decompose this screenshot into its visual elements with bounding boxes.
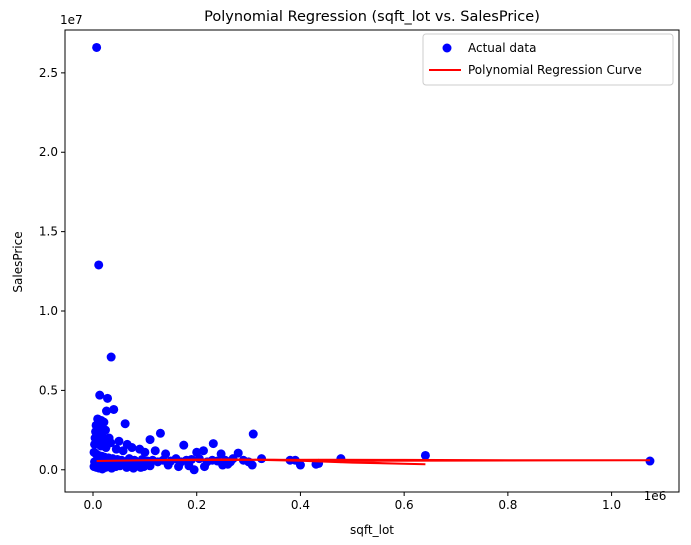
y-tick-label: 0.0 — [39, 463, 58, 477]
y-offset-text: 1e7 — [60, 13, 83, 27]
y-tick-label: 2.0 — [39, 145, 58, 159]
y-tick-label: 0.5 — [39, 383, 58, 397]
legend-label-actual-data: Actual data — [468, 41, 536, 55]
scatter-point — [145, 461, 155, 471]
scatter-point — [101, 443, 111, 453]
scatter-point — [223, 459, 233, 469]
scatter-point — [420, 450, 430, 460]
scatter-point — [257, 454, 267, 464]
scatter-point — [163, 460, 173, 470]
scatter-point — [174, 462, 184, 472]
scatter-point — [127, 443, 137, 453]
legend-marker-actual-data — [442, 43, 452, 53]
axes-frame — [64, 29, 680, 493]
scatter-point — [198, 446, 208, 456]
scatter-point — [111, 462, 121, 472]
legend-box — [422, 33, 674, 86]
scatter-point — [199, 462, 209, 472]
scatter-point — [118, 446, 128, 456]
scatter-point — [111, 444, 121, 454]
scatter-point — [248, 429, 258, 439]
chart-title: Polynomial Regression (sqft_lot vs. Sale… — [204, 9, 540, 25]
scatter-point — [216, 449, 226, 459]
scatter-point — [109, 404, 119, 414]
scatter-point — [179, 440, 189, 450]
x-axis-ticks: 0.0 0.2 0.4 0.6 0.8 1.0 — [83, 492, 621, 512]
scatter-point — [145, 435, 155, 445]
scatter-point — [140, 447, 150, 457]
scatter-point — [136, 462, 146, 472]
scatter-point — [208, 439, 218, 449]
plot-area — [89, 42, 655, 475]
scatter-point — [120, 419, 130, 429]
scatter-point — [103, 393, 113, 403]
scatter-point — [122, 462, 132, 472]
y-axis-ticks: 0.0 0.5 1.0 1.5 2.0 2.5 — [39, 66, 65, 477]
y-tick-label: 1.5 — [39, 225, 58, 239]
scatter-point — [95, 390, 105, 400]
x-tick-label: 1.0 — [602, 498, 621, 512]
scatter-point — [101, 406, 111, 416]
x-tick-label: 0.4 — [291, 498, 310, 512]
scatter-point — [189, 465, 199, 475]
regression-curve-line — [96, 458, 650, 466]
x-tick-label: 0.8 — [498, 498, 517, 512]
scatter-point — [155, 428, 165, 438]
scatter-point — [150, 446, 160, 456]
legend-label-regression-curve: Polynomial Regression Curve — [468, 63, 642, 77]
scatter-point — [94, 260, 104, 270]
y-tick-label: 2.5 — [39, 66, 58, 80]
x-tick-label: 0.6 — [395, 498, 414, 512]
x-axis-label: sqft_lot — [350, 523, 394, 537]
y-axis-label: SalesPrice — [11, 231, 25, 292]
scatter-point — [128, 463, 138, 473]
y-tick-label: 1.0 — [39, 304, 58, 318]
scatter-point — [295, 460, 305, 470]
x-tick-label: 0.0 — [83, 498, 102, 512]
legend: Actual data Polynomial Regression Curve — [422, 33, 674, 86]
scatter-point — [106, 352, 116, 362]
scatter-point — [114, 436, 124, 446]
x-offset-text: 1e6 — [644, 489, 667, 503]
x-tick-label: 0.2 — [187, 498, 206, 512]
scatter-point — [92, 42, 102, 52]
